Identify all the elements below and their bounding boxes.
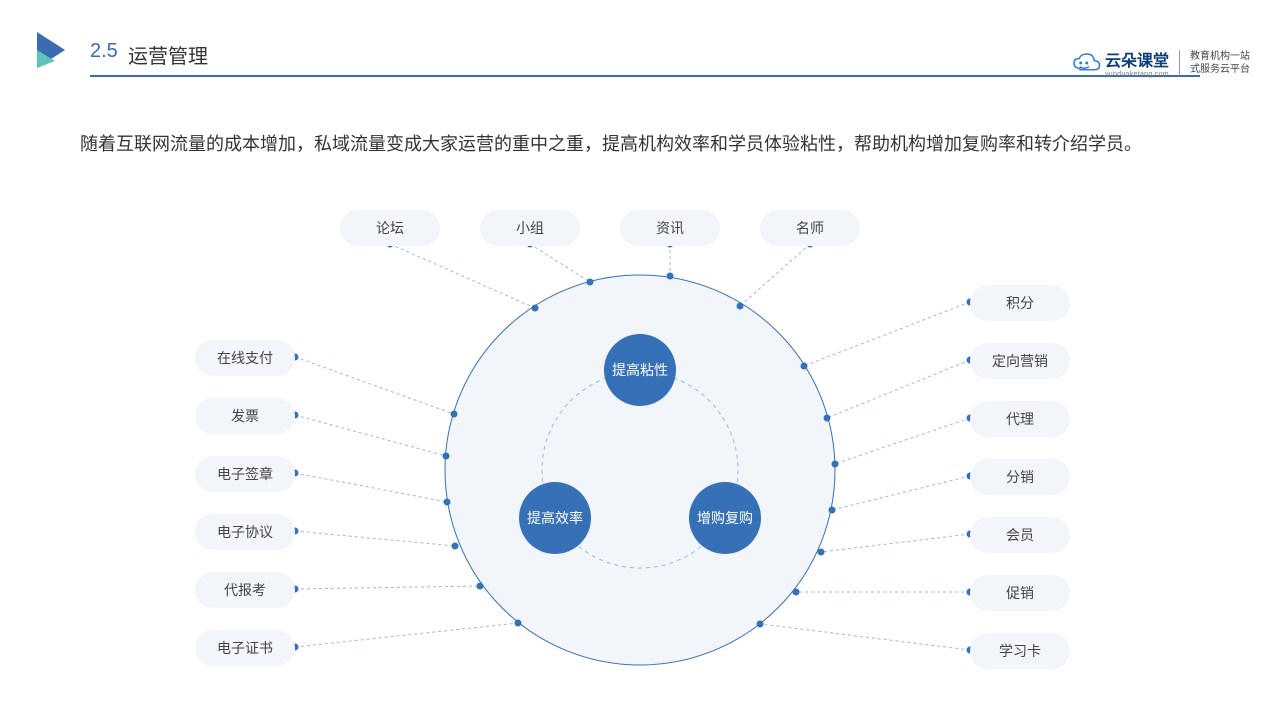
leaf-agent: 代理 [970, 401, 1070, 437]
hub-hub_repurchase: 增购复购 [689, 482, 761, 554]
brand-logo: 云朵课堂 yunduoketang.com 教育机构一站 式服务云平台 [1071, 47, 1250, 78]
logo-sub: yunduoketang.com [1105, 71, 1169, 78]
leaf-esign: 电子签章 [195, 456, 295, 492]
leaf-news: 资讯 [620, 210, 720, 246]
leaf-points: 积分 [970, 285, 1070, 321]
section-number: 2.5 [90, 40, 118, 63]
leaf-teacher: 名师 [760, 210, 860, 246]
cloud-icon [1071, 53, 1101, 73]
leaf-distrib: 分销 [970, 459, 1070, 495]
logo-main: 云朵课堂 [1105, 47, 1169, 71]
logo-tagline-1: 教育机构一站 [1190, 50, 1250, 63]
leaf-ecert: 电子证书 [195, 630, 295, 666]
logo-tagline-2: 式服务云平台 [1190, 63, 1250, 76]
leaf-group: 小组 [480, 210, 580, 246]
leaf-target: 定向营销 [970, 343, 1070, 379]
hub-hub_sticky: 提高粘性 [604, 334, 676, 406]
logo-text: 云朵课堂 yunduoketang.com [1105, 47, 1169, 78]
leaf-forum: 论坛 [340, 210, 440, 246]
leaf-signup: 代报考 [195, 572, 295, 608]
leaf-invoice: 发票 [195, 398, 295, 434]
hub-hub_efficiency: 提高效率 [519, 482, 591, 554]
leaf-pay: 在线支付 [195, 340, 295, 376]
logo-divider [1179, 50, 1180, 76]
leaf-promo: 促销 [970, 575, 1070, 611]
diagram-svg [0, 200, 1280, 720]
header-play-icon [35, 30, 75, 75]
operations-diagram: 提高粘性提高效率 增购复购 论坛 小组 资讯 名师积分定向营销代理分销会员促销学习卡 在线支… [0, 200, 1280, 720]
section-title: 运营管理 [128, 40, 208, 69]
intro-paragraph: 随着互联网流量的成本增加，私域流量变成大家运营的重中之重，提高机构效率和学员体验… [80, 125, 1210, 165]
leaf-member: 会员 [970, 517, 1070, 553]
logo-tagline: 教育机构一站 式服务云平台 [1190, 50, 1250, 76]
leaf-eagree: 电子协议 [195, 514, 295, 550]
leaf-studycard: 学习卡 [970, 633, 1070, 669]
header-underline [90, 75, 1200, 77]
